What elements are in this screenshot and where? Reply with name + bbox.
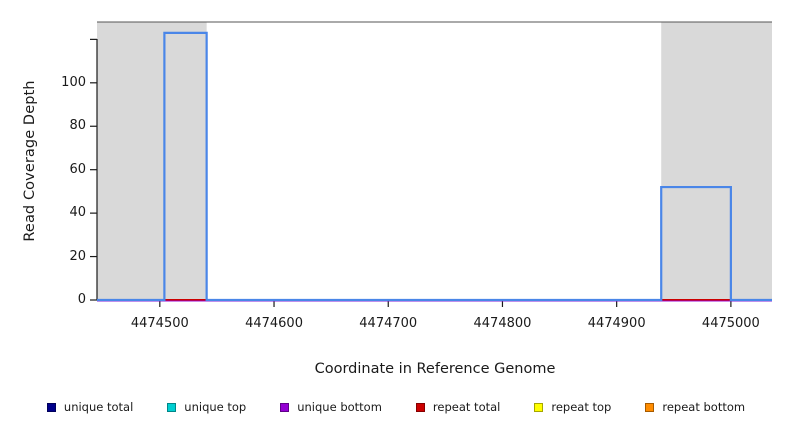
legend-label: repeat bottom [662, 400, 746, 414]
x-tick-label-4474800: 4474800 [473, 316, 532, 331]
legend-label: unique total [63, 400, 134, 414]
legend-swatch-unique-bottom-icon [280, 402, 290, 412]
chart-legend: unique total unique top unique bottom repea… [0, 398, 792, 416]
x-tick-label-4474500: 4474500 [130, 316, 189, 331]
legend-label: repeat top [551, 400, 612, 414]
legend-item-unique-total[interactable]: unique total [46, 400, 167, 414]
y-axis-tick-labels: 0 20 40 60 80 100 [34, 0, 86, 432]
legend-label: unique top [184, 400, 247, 414]
legend-label: unique bottom [297, 400, 382, 414]
x-tick-label-4475000: 4475000 [701, 316, 760, 331]
x-axis-title: Coordinate in Reference Genome [314, 361, 556, 377]
y-tick-label-60: 60 [69, 161, 86, 177]
y-tick-label-40: 40 [69, 205, 86, 221]
y-tick-label-80: 80 [69, 118, 86, 134]
y-tick-label-0: 0 [77, 292, 86, 307]
legend-swatch-unique-top-icon [167, 402, 177, 412]
y-tick-label-100: 100 [61, 74, 86, 90]
x-tick-label-4474600: 4474600 [245, 316, 303, 331]
coverage-step-trace [97, 31, 772, 302]
legend-label: repeat total [432, 400, 501, 414]
legend-swatch-repeat-bottom-icon [645, 402, 655, 412]
legend-item-repeat-total[interactable]: repeat total [415, 400, 534, 414]
x-tick-label-4474900: 4474900 [587, 316, 646, 331]
legend-swatch-repeat-top-icon [534, 402, 544, 412]
legend-item-unique-bottom[interactable]: unique bottom [280, 400, 416, 414]
shaded-repeat-region-left [97, 22, 207, 300]
legend-swatch-unique-total-icon [46, 402, 56, 412]
legend-item-repeat-top[interactable]: repeat top [534, 400, 645, 414]
x-tick-label-4474700: 4474700 [359, 316, 418, 331]
legend-item-repeat-bottom[interactable]: repeat bottom [645, 400, 745, 414]
legend-swatch-repeat-total-icon [415, 402, 425, 412]
legend-item-unique-top[interactable]: unique top [167, 400, 280, 414]
shaded-repeat-region-right [661, 22, 772, 300]
y-tick-label-20: 20 [69, 248, 86, 264]
